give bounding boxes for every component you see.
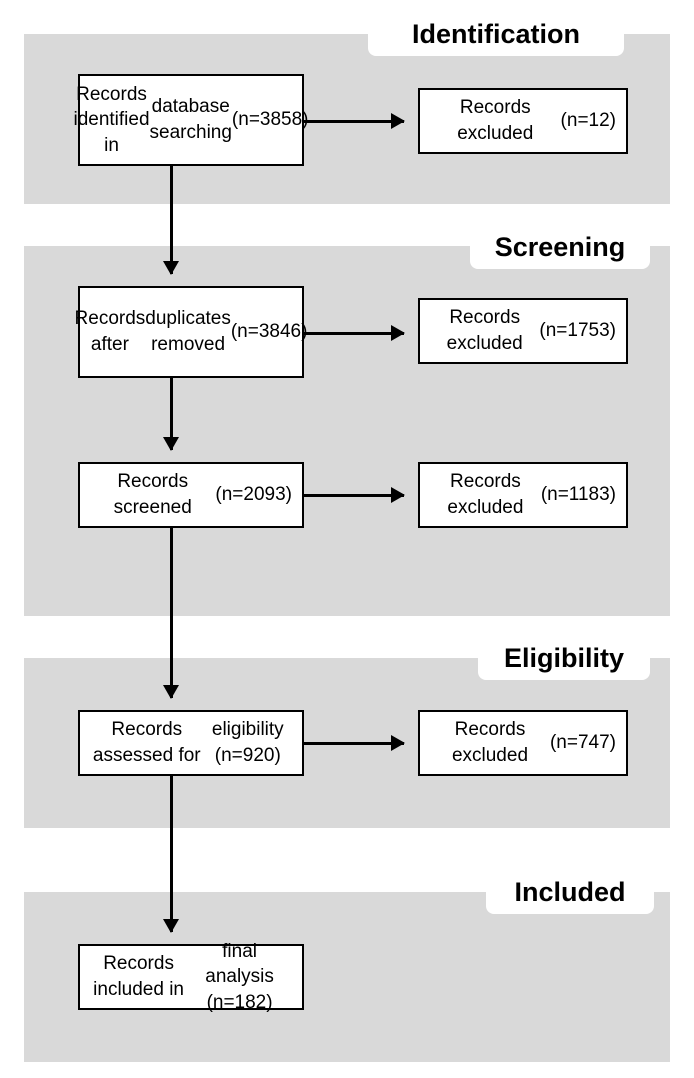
node-excl_elig: Records excluded(n=747) bbox=[418, 710, 628, 776]
node-identified: Records identified indatabase searching(… bbox=[78, 74, 304, 166]
arrow-eligibility-to-included bbox=[170, 776, 173, 932]
node-excl_dedup: Records excluded(n=1753) bbox=[418, 298, 628, 364]
arrow-dedup-to-excl_dedup bbox=[304, 332, 404, 335]
node-excl_screen: Records excluded(n=1183) bbox=[418, 462, 628, 528]
arrow-eligibility-to-excl_elig bbox=[304, 742, 404, 745]
stage-label-identification: Identification bbox=[368, 12, 624, 56]
node-dedup: Records afterduplicates removed(n=3846) bbox=[78, 286, 304, 378]
node-screened: Records screened(n=2093) bbox=[78, 462, 304, 528]
node-included: Records included infinal analysis (n=182… bbox=[78, 944, 304, 1010]
stage-label-screening: Screening bbox=[470, 225, 650, 269]
arrow-screened-to-excl_screen bbox=[304, 494, 404, 497]
arrow-screened-to-eligibility bbox=[170, 528, 173, 698]
stage-label-included: Included bbox=[486, 870, 654, 914]
node-eligibility: Records assessed foreligibility (n=920) bbox=[78, 710, 304, 776]
arrow-identified-to-excl_ident bbox=[304, 120, 404, 123]
stage-label-eligibility: Eligibility bbox=[478, 636, 650, 680]
arrow-dedup-to-screened bbox=[170, 378, 173, 450]
node-excl_ident: Records excluded(n=12) bbox=[418, 88, 628, 154]
arrow-identified-to-dedup bbox=[170, 166, 173, 274]
